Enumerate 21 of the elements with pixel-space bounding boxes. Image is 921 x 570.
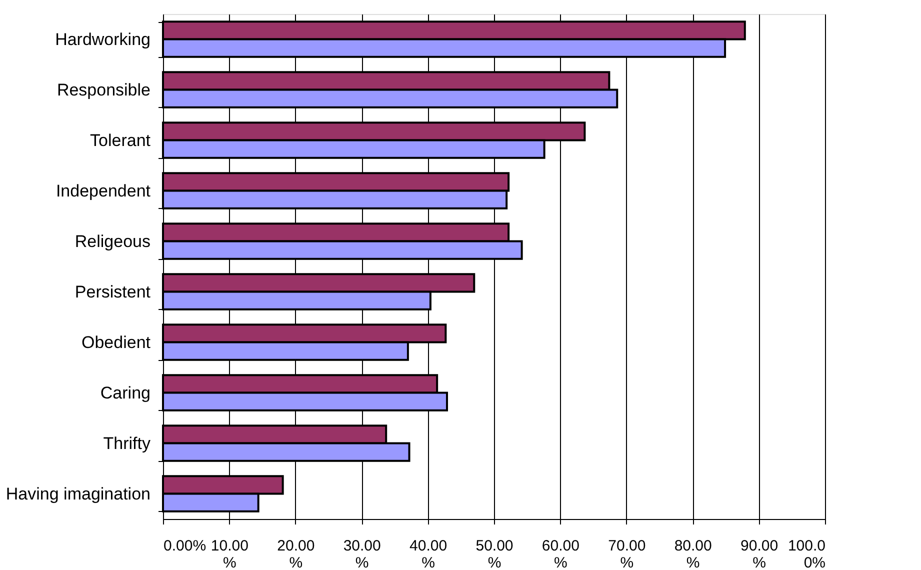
- y-tick-label: Caring: [100, 383, 150, 402]
- y-tick-label: Tolerant: [90, 130, 151, 150]
- y-tick-label: Hardworking: [55, 30, 150, 49]
- x-tick-label: 50.00%: [476, 538, 514, 570]
- x-tick-label: 100.00%: [788, 538, 826, 570]
- y-tick-label: Having imagination: [6, 484, 150, 504]
- y-tick-label: Obedient: [82, 332, 151, 352]
- x-tick-label: 40.00%: [410, 538, 448, 570]
- y-tick-label: Persistent: [74, 282, 151, 302]
- x-tick-label: 70.00%: [608, 538, 646, 570]
- x-tick-label: 30.00%: [343, 538, 381, 570]
- x-tick-label: 60.00%: [542, 538, 580, 570]
- y-tick-label: Thrifty: [103, 434, 151, 453]
- x-tick-label: 90.00%: [740, 538, 778, 570]
- y-tick-label: Religeous: [74, 232, 150, 251]
- y-tick-label: Independent: [56, 181, 151, 200]
- x-tick-label: 80.00%: [674, 538, 712, 570]
- x-tick-label: 0.00%: [164, 538, 206, 554]
- y-tick-label: Responsible: [56, 80, 150, 100]
- x-tick-label: 10.00%: [210, 538, 248, 570]
- x-tick-label: 20.00%: [277, 538, 315, 570]
